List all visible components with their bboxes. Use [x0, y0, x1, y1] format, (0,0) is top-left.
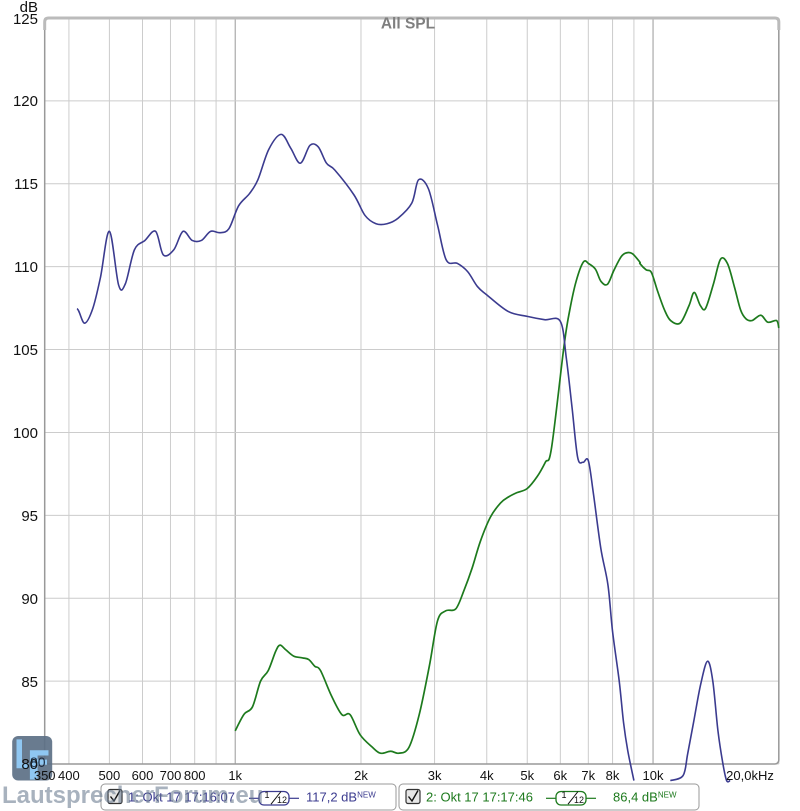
svg-text:400: 400: [58, 768, 80, 783]
svg-text:100: 100: [13, 425, 38, 442]
svg-text:1: 1: [562, 790, 567, 800]
svg-text:All SPL: All SPL: [381, 16, 435, 33]
svg-text:115: 115: [14, 176, 38, 193]
svg-text:110: 110: [14, 259, 38, 276]
svg-text:2k: 2k: [354, 768, 368, 783]
svg-text:6k: 6k: [553, 768, 567, 783]
svg-text:105: 105: [13, 342, 38, 359]
svg-text:500: 500: [99, 768, 121, 783]
svg-text:700: 700: [160, 768, 182, 783]
svg-text:1k: 1k: [228, 768, 242, 783]
svg-text:90: 90: [21, 591, 38, 608]
svg-text:120: 120: [13, 93, 38, 110]
svg-text:5k: 5k: [520, 768, 534, 783]
svg-text:800: 800: [184, 768, 206, 783]
svg-text:95: 95: [21, 508, 38, 525]
svg-text:12: 12: [277, 795, 287, 805]
svg-text:1: 1: [265, 790, 270, 800]
svg-text:600: 600: [132, 768, 154, 783]
svg-text:LautsprecherForum.eu: LautsprecherForum.eu: [2, 782, 263, 809]
svg-text:3k: 3k: [428, 768, 442, 783]
svg-text:20,0kHz: 20,0kHz: [726, 768, 774, 783]
svg-text:8k: 8k: [606, 768, 620, 783]
svg-text:85: 85: [21, 674, 38, 691]
svg-text:12: 12: [574, 795, 584, 805]
svg-text:4k: 4k: [480, 768, 494, 783]
svg-text:10k: 10k: [643, 768, 664, 783]
svg-text:350: 350: [34, 768, 56, 783]
svg-text:7k: 7k: [581, 768, 595, 783]
svg-text:125: 125: [13, 11, 38, 28]
svg-text:2: Okt 17 17:17:46: 2: Okt 17 17:17:46: [426, 790, 533, 805]
